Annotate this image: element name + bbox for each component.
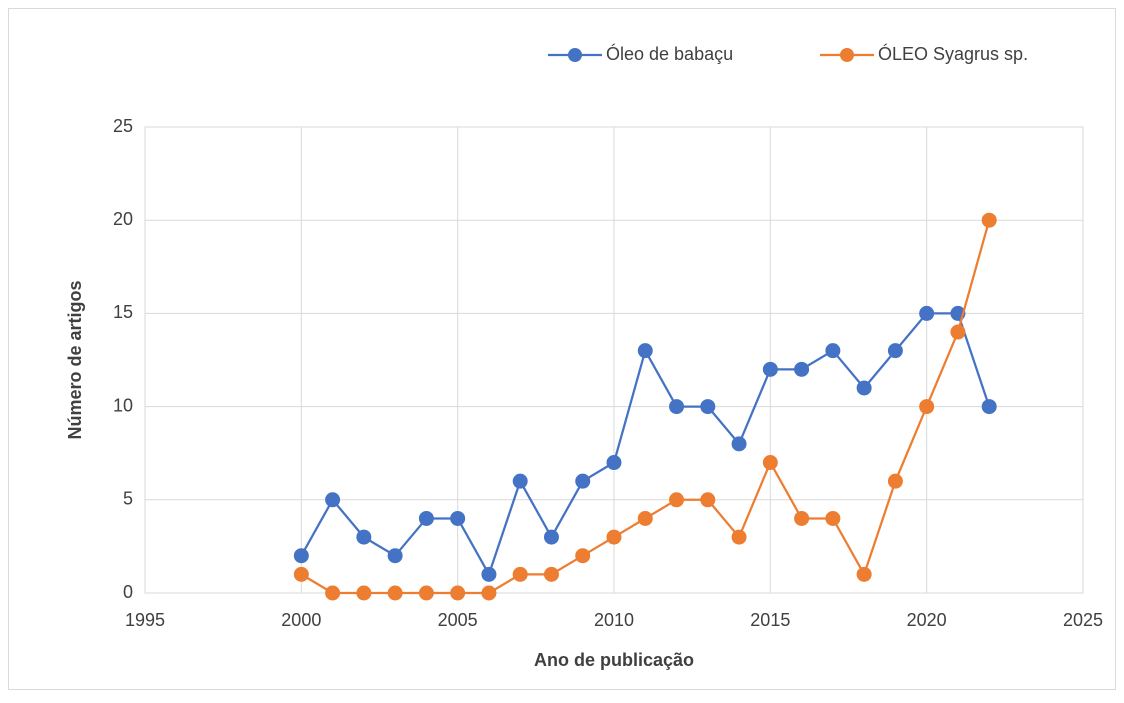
marker — [981, 212, 997, 228]
marker — [387, 585, 403, 601]
chart-border — [8, 8, 1116, 690]
marker — [794, 510, 810, 526]
x-tick-label: 2010 — [594, 610, 634, 630]
x-tick-label: 2015 — [750, 610, 790, 630]
marker — [325, 585, 341, 601]
marker — [418, 510, 434, 526]
legend-marker — [568, 48, 582, 62]
marker — [731, 436, 747, 452]
marker — [887, 343, 903, 359]
marker — [700, 492, 716, 508]
legend-label: Óleo de babaçu — [606, 43, 733, 64]
marker — [700, 399, 716, 415]
marker — [762, 455, 778, 471]
legend-label: ÓLEO Syagrus sp. — [878, 43, 1028, 64]
marker — [606, 529, 622, 545]
marker — [387, 548, 403, 564]
legend-marker — [840, 48, 854, 62]
marker — [356, 585, 372, 601]
marker — [293, 548, 309, 564]
marker — [856, 380, 872, 396]
marker — [450, 585, 466, 601]
y-tick-label: 15 — [113, 302, 133, 322]
marker — [450, 510, 466, 526]
marker — [512, 473, 528, 489]
marker — [887, 473, 903, 489]
marker — [356, 529, 372, 545]
marker — [575, 548, 591, 564]
x-tick-label: 2000 — [281, 610, 321, 630]
y-tick-label: 20 — [113, 209, 133, 229]
marker — [481, 566, 497, 582]
marker — [543, 566, 559, 582]
marker — [731, 529, 747, 545]
y-tick-label: 10 — [113, 395, 133, 415]
marker — [669, 492, 685, 508]
marker — [418, 585, 434, 601]
x-tick-label: 2025 — [1063, 610, 1103, 630]
marker — [512, 566, 528, 582]
marker — [825, 510, 841, 526]
marker — [981, 399, 997, 415]
marker — [825, 343, 841, 359]
marker — [856, 566, 872, 582]
x-axis-title: Ano de publicação — [534, 650, 694, 670]
marker — [919, 399, 935, 415]
marker — [919, 305, 935, 321]
marker — [293, 566, 309, 582]
marker — [481, 585, 497, 601]
y-tick-label: 5 — [123, 489, 133, 509]
y-tick-label: 0 — [123, 582, 133, 602]
marker — [950, 324, 966, 340]
marker — [543, 529, 559, 545]
marker — [794, 361, 810, 377]
marker — [606, 455, 622, 471]
x-tick-label: 2005 — [438, 610, 478, 630]
marker — [637, 510, 653, 526]
marker — [575, 473, 591, 489]
marker — [762, 361, 778, 377]
x-tick-label: 1995 — [125, 610, 165, 630]
marker — [325, 492, 341, 508]
marker — [669, 399, 685, 415]
y-tick-label: 25 — [113, 116, 133, 136]
y-axis-title: Número de artigos — [65, 280, 85, 439]
x-tick-label: 2020 — [907, 610, 947, 630]
marker — [637, 343, 653, 359]
